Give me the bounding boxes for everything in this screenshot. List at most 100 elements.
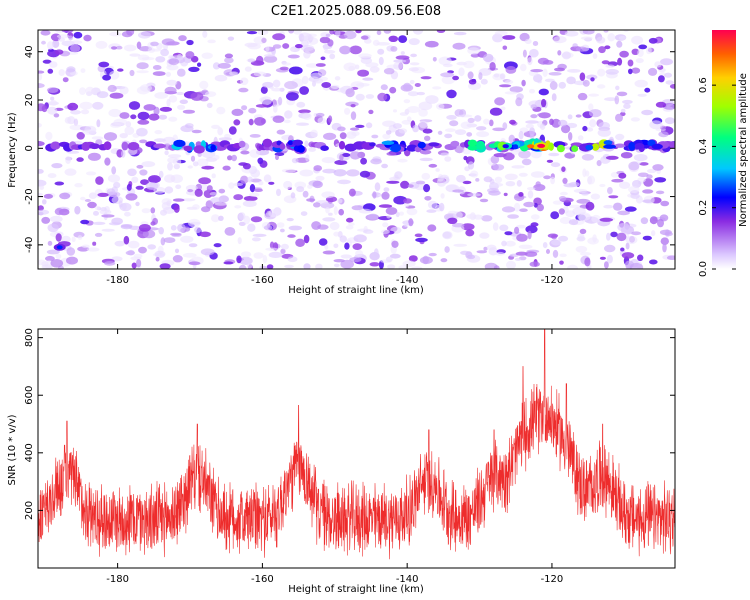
heatmap-speckle: [428, 163, 438, 168]
heatmap-speckle: [412, 30, 424, 35]
heatmap-speckle: [615, 133, 625, 141]
heatmap-speckle: [329, 53, 336, 60]
heatmap-speckle: [516, 233, 528, 242]
heatmap-speckle: [284, 110, 293, 119]
heatmap-speckle: [192, 204, 200, 210]
heatmap-speckle: [408, 218, 414, 227]
heatmap-speckle: [268, 251, 283, 258]
heatmap-speckle: [654, 177, 667, 183]
heatmap-speckle: [503, 192, 508, 197]
heatmap-band-peak: [279, 143, 286, 150]
heatmap-speckle: [660, 200, 670, 207]
heatmap-speckle: [292, 30, 303, 35]
heatmap-speckle: [276, 222, 285, 228]
heatmap-speckle: [414, 83, 421, 87]
heatmap-speckle: [127, 240, 140, 249]
heatmap-speckle: [217, 62, 231, 69]
heatmap-speckle: [393, 59, 407, 63]
heatmap-speckle: [427, 224, 437, 232]
heatmap-speckle: [49, 61, 58, 68]
heatmap-speckle: [188, 218, 201, 228]
heatmap-speckle: [127, 168, 137, 177]
heatmap-speckle: [233, 194, 244, 201]
heatmap-speckle: [216, 106, 226, 115]
heatmap-speckle: [291, 157, 299, 164]
heatmap-speckle: [295, 44, 303, 49]
heatmap-speckle: [530, 222, 539, 227]
heatmap-speckle: [206, 102, 213, 109]
heatmap-marks: [38, 30, 675, 269]
heatmap-band-peak: [467, 139, 478, 147]
heatmap-speckle: [194, 226, 202, 234]
heatmap-speckle: [170, 232, 182, 236]
heatmap-speckle: [407, 106, 420, 113]
heatmap-band-peak: [634, 143, 645, 149]
heatmap-speckle: [440, 152, 450, 157]
heatmap-speckle: [286, 217, 294, 222]
heatmap-band-cell: [38, 140, 45, 147]
heatmap-speckle: [236, 255, 242, 264]
heatmap-speckle: [119, 202, 132, 212]
heatmap-speckle: [585, 201, 595, 211]
heatmap-speckle: [665, 80, 674, 85]
heatmap-speckle: [606, 232, 611, 241]
heatmap-speckle: [231, 108, 244, 116]
heatmap-speckle: [582, 79, 590, 87]
heatmap-speckle: [552, 200, 563, 205]
heatmap-speckle: [136, 70, 149, 74]
heatmap-speckle: [340, 259, 355, 269]
heatmap-speckle: [630, 117, 641, 122]
heatmap-speckle: [257, 157, 264, 164]
heatmap-speckle: [263, 54, 276, 57]
heatmap-speckle: [38, 73, 43, 81]
heatmap-speckle: [482, 53, 494, 63]
heatmap-speckle: [489, 182, 504, 187]
heatmap-speckle: [634, 79, 648, 88]
heatmap-speckle: [479, 198, 489, 203]
heatmap-speckle: [241, 105, 248, 111]
heatmap-speckle: [494, 30, 508, 36]
heatmap-speckle: [426, 209, 437, 213]
heatmap-speckle: [211, 173, 216, 179]
heatmap-band-cell: [127, 142, 140, 151]
heatmap-speckle: [190, 92, 204, 101]
heatmap-speckle: [213, 155, 220, 160]
colorbar-tick-label: 0.6: [698, 77, 709, 93]
heatmap-speckle: [597, 84, 606, 89]
heatmap-speckle: [246, 263, 253, 269]
heatmap-speckle: [312, 78, 324, 84]
heatmap-speckle: [199, 80, 209, 90]
heatmap-speckle: [502, 122, 508, 130]
heatmap-speckle: [416, 91, 425, 96]
heatmap-speckle: [355, 93, 365, 101]
heatmap-speckle: [38, 103, 46, 112]
heatmap-speckle: [489, 107, 503, 116]
colorbar-tick-label: 0.0: [698, 261, 709, 277]
heatmap-speckle: [625, 235, 638, 245]
colorbar: 0.0 0.2 0.4 0.6 Normalized spectral amplitu…: [698, 30, 749, 277]
heatmap-speckle: [501, 240, 507, 247]
heatmap-speckle: [577, 233, 585, 241]
heatmap-speckle: [504, 173, 518, 180]
heatmap-speckle: [139, 139, 148, 144]
heatmap-speckle: [117, 68, 124, 72]
heatmap-speckle: [652, 164, 664, 171]
heatmap-speckle: [606, 254, 613, 264]
heatmap-speckle: [599, 183, 606, 188]
heatmap-speckle: [436, 30, 446, 33]
heatmap-speckle: [398, 128, 408, 134]
x-tick-label: -160: [251, 574, 274, 585]
heatmap-speckle: [238, 87, 249, 93]
heatmap-speckle: [351, 131, 360, 137]
heatmap-speckle: [495, 251, 505, 256]
heatmap-speckle: [364, 38, 372, 44]
heatmap-speckle: [582, 30, 595, 35]
heatmap-speckle: [203, 189, 213, 198]
heatmap-speckle: [99, 209, 112, 215]
heatmap-speckle: [96, 91, 109, 99]
heatmap-speckle: [155, 56, 166, 63]
heatmap-speckle: [418, 120, 428, 129]
heatmap-speckle: [351, 205, 364, 211]
heatmap-speckle: [288, 66, 303, 75]
heatmap-speckle: [548, 152, 560, 157]
